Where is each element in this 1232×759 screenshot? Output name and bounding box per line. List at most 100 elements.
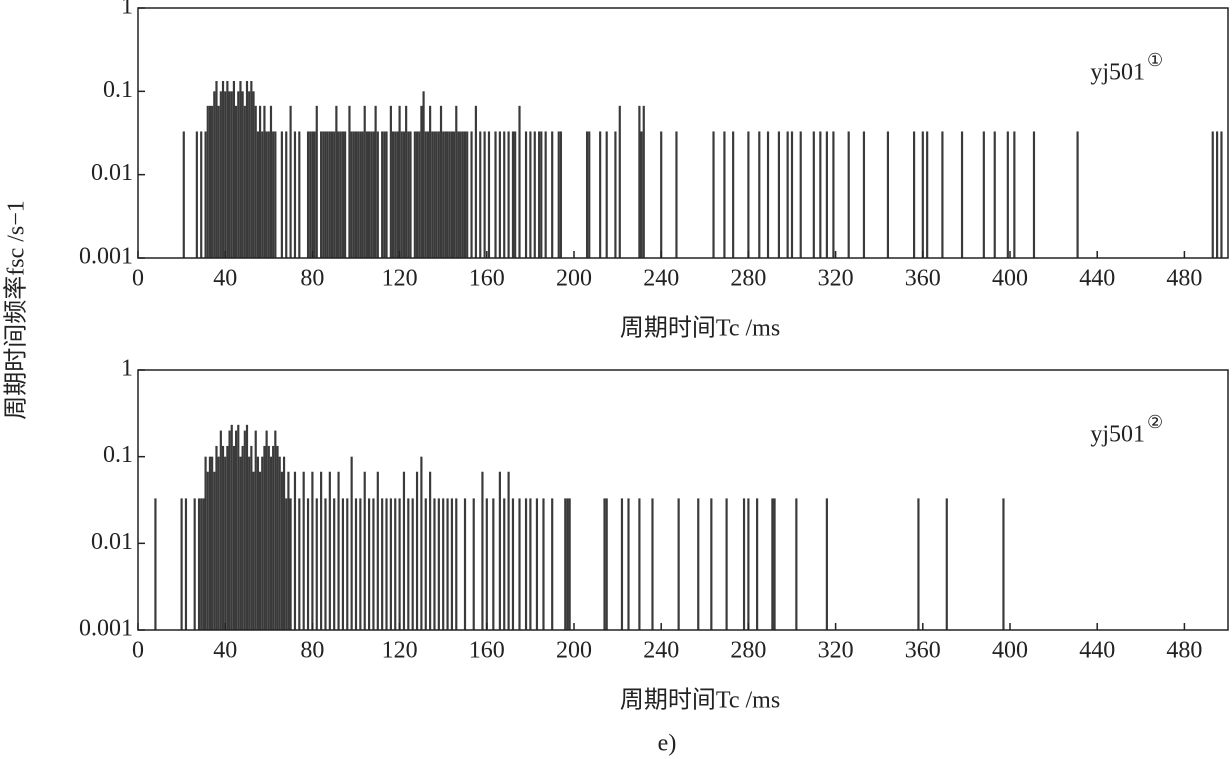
bar — [274, 430, 277, 630]
bar — [418, 131, 421, 258]
bar — [272, 445, 275, 630]
bar — [529, 131, 532, 258]
bar — [450, 498, 454, 630]
bar — [993, 131, 996, 258]
plot-frame — [137, 369, 1229, 631]
bar — [487, 131, 491, 258]
bar — [1076, 131, 1079, 258]
x-tick-label: 0 — [132, 266, 144, 292]
bar — [605, 498, 608, 630]
bar — [204, 131, 207, 258]
bar — [315, 105, 318, 258]
annotation: yj501 — [1090, 422, 1145, 448]
bar — [267, 445, 270, 630]
bar — [228, 430, 231, 630]
bar — [1013, 131, 1016, 258]
bar — [250, 81, 253, 258]
bar — [847, 131, 850, 258]
bar — [433, 131, 436, 258]
bar — [422, 91, 425, 258]
bar — [256, 456, 259, 630]
bar — [337, 131, 340, 258]
bar — [335, 105, 338, 258]
bar — [311, 131, 314, 258]
bar — [455, 498, 458, 630]
y-tick-label: 1 — [121, 0, 133, 20]
bar — [618, 105, 621, 258]
bar — [261, 456, 264, 630]
bar — [407, 131, 410, 258]
bar — [333, 131, 336, 258]
bar — [213, 471, 216, 630]
bar — [221, 445, 225, 630]
bar — [391, 131, 395, 258]
bar — [239, 456, 242, 630]
bar — [407, 498, 410, 630]
x-tick-label: 200 — [556, 638, 592, 664]
bar — [758, 131, 761, 258]
bar — [766, 131, 770, 258]
bar — [313, 131, 316, 258]
bar — [446, 498, 449, 630]
bar — [237, 91, 240, 258]
bar — [215, 445, 218, 630]
bar — [204, 456, 207, 630]
bar — [224, 456, 227, 630]
bar — [429, 471, 432, 630]
bar — [723, 131, 726, 258]
bar — [533, 131, 536, 258]
bar — [357, 131, 360, 258]
bar — [620, 498, 624, 630]
bar — [243, 430, 246, 630]
bar — [402, 131, 406, 258]
x-tick-label: 40 — [213, 266, 237, 292]
bar — [529, 498, 532, 630]
bar — [221, 81, 225, 258]
bar — [437, 131, 440, 258]
bar — [363, 105, 366, 258]
bar — [507, 131, 510, 258]
bar — [344, 131, 347, 258]
bar — [424, 498, 427, 630]
bar — [381, 498, 384, 630]
bar — [498, 471, 501, 630]
bar — [385, 131, 388, 258]
x-tick-label: 200 — [556, 266, 592, 292]
bar — [265, 430, 268, 630]
bar — [235, 430, 238, 630]
bar — [426, 131, 430, 258]
bar — [742, 498, 746, 630]
bar — [208, 456, 212, 630]
plot-frame — [137, 7, 1229, 259]
x-tick-label: 240 — [643, 638, 679, 664]
bar — [202, 498, 205, 630]
bar — [638, 498, 641, 630]
bar — [446, 131, 449, 258]
bar — [263, 445, 266, 630]
bar — [256, 131, 259, 258]
x-tick-label: 80 — [300, 638, 324, 664]
bar — [206, 471, 209, 630]
bar — [248, 456, 251, 630]
y-tick-label: 0.001 — [79, 244, 133, 270]
bar — [376, 471, 379, 630]
bar — [542, 498, 545, 630]
bar — [886, 131, 890, 258]
bar — [219, 91, 222, 258]
bar — [747, 498, 750, 630]
x-tick-label: 160 — [469, 266, 505, 292]
bar — [350, 131, 353, 258]
bar — [267, 131, 270, 258]
bar — [280, 131, 283, 258]
bar — [485, 498, 488, 630]
bar — [241, 445, 244, 630]
bar — [474, 105, 477, 258]
bar — [285, 498, 288, 630]
bar — [293, 471, 297, 630]
y-tick-label: 1 — [121, 356, 133, 382]
x-tick-label: 320 — [818, 638, 854, 664]
bar — [433, 498, 436, 630]
bar — [235, 105, 238, 258]
bar — [424, 131, 427, 258]
bar — [402, 471, 406, 630]
